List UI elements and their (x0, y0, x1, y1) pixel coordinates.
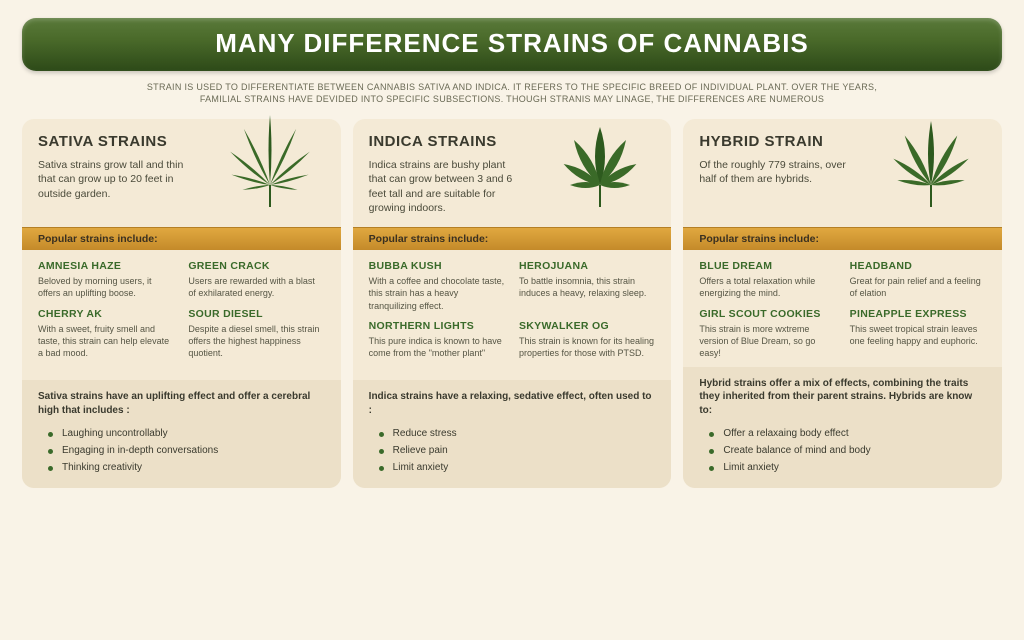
strain-column: INDICA STRAINSIndica strains are bushy p… (353, 119, 672, 488)
effects-item: Limit anxiety (709, 459, 986, 476)
effects-intro: Indica strains have a relaxing, sedative… (369, 390, 656, 417)
strain-desc: This strain is more wxtreme version of B… (699, 323, 835, 359)
strain-name: BLUE DREAM (699, 260, 835, 272)
strain-item: PINEAPPLE EXPRESS This sweet tropical str… (850, 308, 986, 359)
strain-item: CHERRY AK With a sweet, fruity smell and … (38, 308, 174, 359)
strain-desc: Great for pain relief and a feeling of e… (850, 275, 986, 299)
strain-item: SOUR DIESEL Despite a diesel smell, this … (188, 308, 324, 359)
column-desc: Indica strains are bushy plant that can … (369, 158, 524, 215)
strains-grid: BLUE DREAM Offers a total relaxation whil… (683, 250, 1002, 367)
strain-column: HYBRID STRAINOf the roughly 779 strains,… (683, 119, 1002, 488)
effects-list: Reduce stressRelieve painLimit anxiety (369, 425, 656, 476)
strains-grid: AMNESIA HAZE Beloved by morning users, it… (22, 250, 341, 367)
strain-name: SOUR DIESEL (188, 308, 324, 320)
effects-intro: Hybrid strains offer a mix of effects, c… (699, 377, 986, 418)
strain-name: CHERRY AK (38, 308, 174, 320)
strain-item: HEADBAND Great for pain relief and a feel… (850, 260, 986, 299)
effects-panel: Sativa strains have an uplifting effect … (22, 380, 341, 488)
strain-name: GREEN CRACK (188, 260, 324, 272)
effects-item: Thinking creativity (48, 459, 325, 476)
effects-item: Offer a relaxaing body effect (709, 425, 986, 442)
effects-list: Laughing uncontrollablyEngaging in in-de… (38, 425, 325, 476)
strain-desc: With a sweet, fruity smell and taste, th… (38, 323, 174, 359)
strain-item: BUBBA KUSH With a coffee and chocolate ta… (369, 260, 505, 311)
strain-item: GIRL SCOUT COOKIES This strain is more wx… (699, 308, 835, 359)
strain-name: NORTHERN LIGHTS (369, 320, 505, 332)
column-header: SATIVA STRAINSSativa strains grow tall a… (22, 119, 341, 227)
strain-desc: This strain is known for its healing pro… (519, 335, 655, 359)
strain-name: HEADBAND (850, 260, 986, 272)
strain-desc: Offers a total relaxation while energizi… (699, 275, 835, 299)
columns: SATIVA STRAINSSativa strains grow tall a… (22, 119, 1002, 488)
cannabis-leaf-icon (535, 107, 665, 237)
strain-item: AMNESIA HAZE Beloved by morning users, it… (38, 260, 174, 299)
effects-list: Offer a relaxaing body effectCreate bala… (699, 425, 986, 476)
effects-intro: Sativa strains have an uplifting effect … (38, 390, 325, 417)
effects-panel: Hybrid strains offer a mix of effects, c… (683, 367, 1002, 489)
strain-item: SKYWALKER OG This strain is known for its… (519, 320, 655, 359)
strain-name: PINEAPPLE EXPRESS (850, 308, 986, 320)
strain-item: BLUE DREAM Offers a total relaxation whil… (699, 260, 835, 299)
strain-item: HEROJUANA To battle insomnia, this strain… (519, 260, 655, 311)
strain-column: SATIVA STRAINSSativa strains grow tall a… (22, 119, 341, 488)
cannabis-leaf-icon (866, 107, 996, 237)
effects-item: Relieve pain (379, 442, 656, 459)
effects-item: Laughing uncontrollably (48, 425, 325, 442)
column-header: INDICA STRAINSIndica strains are bushy p… (353, 119, 672, 227)
strain-desc: This pure indica is known to have come f… (369, 335, 505, 359)
strain-desc: Despite a diesel smell, this strain offe… (188, 323, 324, 359)
title-bar: MANY DIFFERENCE STRAINS OF CANNABIS (22, 18, 1002, 71)
column-desc: Of the roughly 779 strains, over half of… (699, 158, 854, 186)
page-title: MANY DIFFERENCE STRAINS OF CANNABIS (22, 28, 1002, 59)
column-desc: Sativa strains grow tall and thin that c… (38, 158, 193, 201)
strain-desc: This sweet tropical strain leaves one fe… (850, 323, 986, 347)
effects-item: Reduce stress (379, 425, 656, 442)
strain-desc: To battle insomnia, this strain induces … (519, 275, 655, 299)
effects-item: Create balance of mind and body (709, 442, 986, 459)
strain-name: SKYWALKER OG (519, 320, 655, 332)
strain-desc: With a coffee and chocolate taste, this … (369, 275, 505, 311)
strain-desc: Users are rewarded with a blast of exhil… (188, 275, 324, 299)
strain-item: NORTHERN LIGHTS This pure indica is known… (369, 320, 505, 359)
column-header: HYBRID STRAINOf the roughly 779 strains,… (683, 119, 1002, 227)
strain-name: GIRL SCOUT COOKIES (699, 308, 835, 320)
effects-item: Limit anxiety (379, 459, 656, 476)
subtitle: STRAIN IS USED TO DIFFERENTIATE BETWEEN … (132, 81, 892, 105)
effects-panel: Indica strains have a relaxing, sedative… (353, 380, 672, 488)
cannabis-leaf-icon (205, 107, 335, 237)
strains-grid: BUBBA KUSH With a coffee and chocolate ta… (353, 250, 672, 367)
strain-item: GREEN CRACK Users are rewarded with a bla… (188, 260, 324, 299)
strain-desc: Beloved by morning users, it offers an u… (38, 275, 174, 299)
strain-name: HEROJUANA (519, 260, 655, 272)
effects-item: Engaging in in-depth conversations (48, 442, 325, 459)
strain-name: BUBBA KUSH (369, 260, 505, 272)
strain-name: AMNESIA HAZE (38, 260, 174, 272)
